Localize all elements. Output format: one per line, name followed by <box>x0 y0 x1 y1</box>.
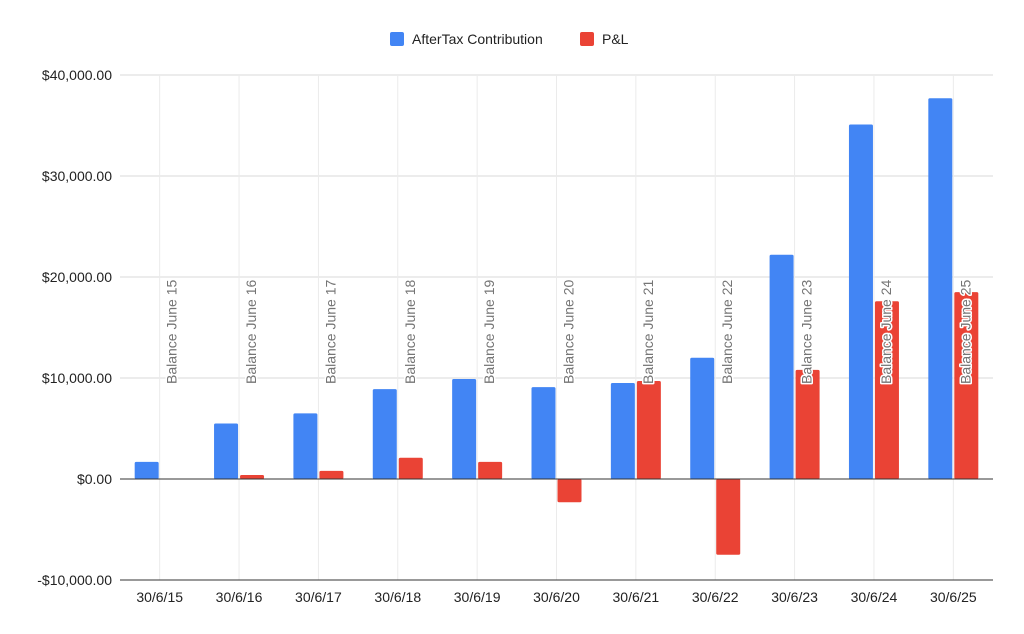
x-tick-label: 30/6/19 <box>454 589 501 605</box>
bar-pl <box>557 479 582 503</box>
x-tick-label: 30/6/18 <box>374 589 421 605</box>
legend-label-aftertax: AfterTax Contribution <box>412 31 543 47</box>
bar-pl <box>716 479 741 555</box>
x-tick-label: 30/6/21 <box>613 589 660 605</box>
bar-aftertax <box>372 389 397 479</box>
bar-pl <box>319 470 344 479</box>
annotation-label: Balance June 25 <box>957 279 973 384</box>
bar-pl <box>478 461 503 479</box>
legend-swatch-aftertax <box>390 32 404 46</box>
annotation-label: Balance June 23 <box>799 279 815 384</box>
annotation-label: Balance June 18 <box>402 279 418 384</box>
y-tick-label: $20,000.00 <box>42 269 112 285</box>
bar-pl <box>954 292 979 479</box>
x-tick-label: 30/6/25 <box>930 589 977 605</box>
y-tick-label: $30,000.00 <box>42 168 112 184</box>
legend: AfterTax Contribution P&L <box>0 28 1024 50</box>
annotation-label: Balance June 20 <box>561 279 577 384</box>
bar-aftertax <box>848 124 873 480</box>
x-tick-label: 30/6/17 <box>295 589 342 605</box>
x-tick-label: 30/6/15 <box>136 589 183 605</box>
bar-pl <box>240 474 265 479</box>
y-tick-label: $40,000.00 <box>42 67 112 83</box>
legend-item-aftertax[interactable]: AfterTax Contribution <box>390 28 543 50</box>
bar-pl <box>636 381 661 479</box>
legend-item-pl[interactable]: P&L <box>580 28 628 50</box>
legend-swatch-pl <box>580 32 594 46</box>
bar-aftertax <box>928 98 953 479</box>
x-tick-label: 30/6/23 <box>771 589 818 605</box>
bar-aftertax <box>134 461 159 479</box>
y-tick-label: $0.00 <box>77 471 112 487</box>
annotation-label: Balance June 19 <box>481 279 497 384</box>
annotation-label: Balance June 22 <box>719 279 735 384</box>
bar-pl <box>874 301 899 479</box>
bar-aftertax <box>769 254 794 479</box>
annotation-label: Balance June 15 <box>164 279 180 384</box>
x-tick-label: 30/6/24 <box>851 589 898 605</box>
bar-aftertax <box>610 383 635 479</box>
bar-aftertax <box>531 387 556 479</box>
annotation-label: Balance June 17 <box>322 279 338 384</box>
legend-label-pl: P&L <box>602 31 629 47</box>
y-tick-label: -$10,000.00 <box>37 572 112 588</box>
bar-pl <box>795 369 820 479</box>
annotation-label: Balance June 21 <box>640 279 656 384</box>
bar-aftertax <box>293 413 318 479</box>
bar-aftertax <box>690 357 715 479</box>
bar-pl <box>398 457 423 479</box>
annotation-label: Balance June 24 <box>878 279 894 384</box>
x-tick-label: 30/6/22 <box>692 589 739 605</box>
annotation-label: Balance June 16 <box>243 279 259 384</box>
bar-aftertax <box>214 423 239 479</box>
y-tick-label: $10,000.00 <box>42 370 112 386</box>
x-tick-label: 30/6/16 <box>216 589 263 605</box>
x-tick-label: 30/6/20 <box>533 589 580 605</box>
bar-aftertax <box>452 379 477 479</box>
